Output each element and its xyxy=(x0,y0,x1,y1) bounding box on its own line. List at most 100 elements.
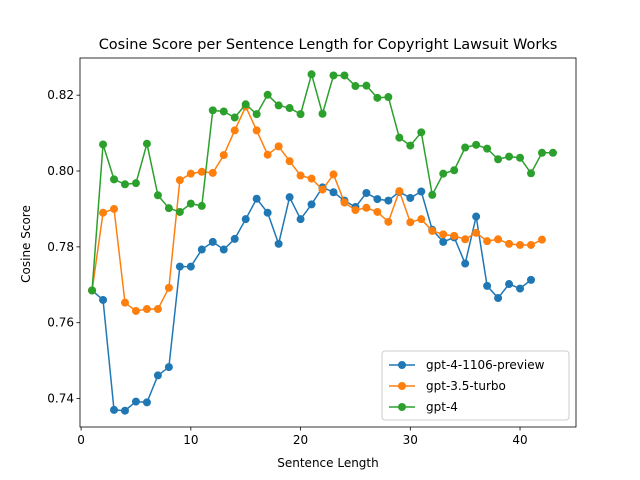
data-point xyxy=(263,150,272,159)
data-point xyxy=(384,217,393,226)
data-point xyxy=(219,245,228,254)
x-tick-label: 10 xyxy=(183,433,198,447)
legend-label: gpt-3.5-turbo xyxy=(426,379,506,393)
data-point xyxy=(252,126,261,135)
legend-marker xyxy=(398,403,406,411)
data-point xyxy=(537,235,546,244)
data-point xyxy=(110,175,119,184)
data-point xyxy=(384,93,393,102)
data-point xyxy=(230,126,239,135)
legend-marker xyxy=(398,361,406,369)
y-axis-label: Cosine Score xyxy=(19,205,33,283)
data-point xyxy=(494,294,503,303)
legend-box xyxy=(381,350,570,421)
data-point xyxy=(373,195,382,204)
data-point xyxy=(483,144,492,153)
data-point xyxy=(263,90,272,99)
data-point xyxy=(450,166,459,175)
data-point xyxy=(131,397,140,406)
data-point xyxy=(241,215,250,224)
data-point xyxy=(406,141,415,150)
data-point xyxy=(120,406,129,415)
data-point xyxy=(208,237,217,246)
data-point xyxy=(439,230,448,239)
data-point xyxy=(230,113,239,122)
data-point xyxy=(318,185,327,194)
y-tick-label: 0.78 xyxy=(47,240,74,254)
data-point xyxy=(505,280,514,289)
data-point xyxy=(153,305,162,314)
data-point xyxy=(99,208,108,217)
data-point xyxy=(285,193,294,202)
data-point xyxy=(164,283,173,292)
data-point xyxy=(142,139,151,148)
data-point xyxy=(373,93,382,102)
x-tick-label: 40 xyxy=(512,433,527,447)
data-point xyxy=(186,262,195,271)
data-point xyxy=(395,133,404,142)
data-point xyxy=(307,70,316,79)
data-point xyxy=(494,155,503,164)
series-gpt-4 xyxy=(88,70,557,295)
data-point xyxy=(527,240,536,249)
data-point xyxy=(472,212,481,221)
data-point xyxy=(329,170,338,179)
data-point xyxy=(142,305,151,314)
legend-item: gpt-3.5-turbo xyxy=(389,379,506,393)
data-point xyxy=(175,207,184,216)
data-point xyxy=(450,231,459,240)
data-point xyxy=(351,82,360,91)
data-point xyxy=(362,189,371,198)
data-point xyxy=(175,176,184,185)
data-point xyxy=(274,239,283,248)
x-tick-label: 20 xyxy=(293,433,308,447)
data-point xyxy=(439,237,448,246)
data-point xyxy=(175,262,184,271)
data-point xyxy=(417,187,426,196)
data-point xyxy=(120,298,129,307)
legend-item: gpt-4-1106-preview xyxy=(389,358,545,372)
x-tick-label: 30 xyxy=(403,433,418,447)
data-point xyxy=(472,140,481,149)
data-point xyxy=(285,157,294,166)
data-point xyxy=(99,295,108,304)
data-point xyxy=(230,234,239,243)
y-tick-label: 0.82 xyxy=(47,88,74,102)
data-point xyxy=(99,140,108,149)
x-tick-label: 0 xyxy=(77,433,85,447)
data-point xyxy=(252,194,261,203)
data-point xyxy=(527,275,536,284)
data-point xyxy=(219,107,228,116)
y-tick-label: 0.74 xyxy=(47,392,74,406)
data-point xyxy=(110,204,119,213)
data-point xyxy=(505,152,514,161)
data-point xyxy=(197,201,206,210)
data-point xyxy=(88,286,97,295)
data-point xyxy=(537,148,546,157)
data-point xyxy=(153,371,162,380)
legend-label: gpt-4-1106-preview xyxy=(426,358,545,372)
data-point xyxy=(274,142,283,151)
data-point xyxy=(516,240,525,249)
data-point xyxy=(307,200,316,209)
data-point xyxy=(384,196,393,205)
data-point xyxy=(131,306,140,315)
data-point xyxy=(406,193,415,202)
plot-area xyxy=(88,70,557,415)
data-point xyxy=(120,180,129,189)
data-point xyxy=(516,153,525,162)
data-point xyxy=(505,239,514,248)
data-point xyxy=(428,190,437,199)
data-point xyxy=(461,143,470,152)
data-point xyxy=(164,363,173,372)
data-point xyxy=(329,71,338,80)
data-point xyxy=(548,148,557,157)
data-point xyxy=(340,198,349,207)
data-point xyxy=(461,259,470,268)
data-point xyxy=(439,169,448,178)
data-point xyxy=(296,171,305,180)
chart-title: Cosine Score per Sentence Length for Cop… xyxy=(99,37,558,53)
axes-frame xyxy=(79,57,577,428)
axes: 0 10 20 30 40 0.74 0.76 0.78 0.80 0.82 xyxy=(47,57,577,447)
